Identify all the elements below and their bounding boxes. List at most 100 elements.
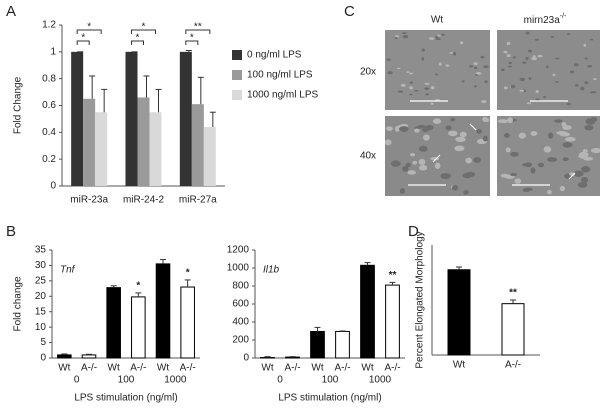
significance-bracket <box>185 29 211 34</box>
cell <box>584 124 594 131</box>
significance-bracket <box>76 29 102 34</box>
y-axis-title: Percent Elongated Morphology <box>415 231 426 368</box>
y-tick-label: 1200 <box>227 245 250 256</box>
y-tick-label: 15 <box>35 306 47 317</box>
y-tick-label: 600 <box>232 299 249 310</box>
legend-label: 1000 ng/ml LPS <box>247 90 318 101</box>
cell <box>425 124 434 131</box>
x-tick-label: miR-27a <box>179 195 217 206</box>
cell <box>476 128 483 134</box>
cell <box>418 145 428 152</box>
cell <box>394 36 398 40</box>
y-tick-label: 0 <box>243 353 249 364</box>
cell <box>452 184 458 191</box>
cell <box>462 172 473 179</box>
cell <box>402 32 407 34</box>
group-label: 100 <box>118 375 135 386</box>
legend-label: 100 ng/ml LPS <box>247 70 313 81</box>
cell <box>589 38 594 41</box>
cell <box>543 95 547 99</box>
cell <box>483 65 489 69</box>
cell <box>454 145 465 152</box>
cell <box>569 70 575 74</box>
cell <box>455 136 466 143</box>
cell <box>527 49 533 53</box>
bar <box>125 51 138 187</box>
significance-bracket <box>131 40 144 45</box>
x-tick-label: Wt <box>157 363 169 374</box>
chart-title: Tnf <box>60 265 76 276</box>
cell <box>543 146 552 153</box>
cell <box>537 54 543 58</box>
cell <box>547 132 554 139</box>
cell <box>473 62 478 66</box>
x-tick-label: Wt <box>261 363 273 374</box>
cell <box>508 61 512 65</box>
y-axis-title: Fold Change <box>13 76 24 134</box>
cell <box>463 190 469 195</box>
cell <box>497 119 509 124</box>
chart-title: Il1b <box>263 265 280 276</box>
bar <box>447 269 471 356</box>
group-label: 1000 <box>369 375 392 386</box>
significance-bracket <box>76 40 90 45</box>
image-overlays <box>408 100 576 186</box>
cell <box>561 121 567 128</box>
cell <box>399 187 406 194</box>
cell <box>590 148 600 154</box>
cell <box>445 125 452 131</box>
cell <box>559 132 571 137</box>
bar <box>131 296 146 359</box>
y-tick-label: 10 <box>35 322 47 333</box>
cell <box>537 162 545 168</box>
y-tick-label: 25 <box>35 275 47 286</box>
y-tick-label: 20 <box>35 291 47 302</box>
x-tick-label: Wt <box>58 363 70 374</box>
cell <box>577 181 588 188</box>
cell <box>461 80 465 83</box>
cell <box>384 139 392 146</box>
legend-swatch <box>232 70 242 80</box>
significance-label: * <box>87 22 91 33</box>
cell <box>473 85 477 88</box>
x-tick-label: A-/- <box>384 363 400 374</box>
group-label: 100 <box>322 375 339 386</box>
significance-bracket <box>131 29 156 34</box>
cell <box>507 65 513 68</box>
cell <box>506 41 511 46</box>
cell <box>525 57 529 61</box>
bar <box>191 104 204 186</box>
cell <box>552 73 556 77</box>
cell <box>500 68 505 72</box>
y-tick-label: 0.8 <box>42 73 56 84</box>
cell <box>534 38 539 41</box>
cell <box>545 65 549 69</box>
bar <box>81 354 97 359</box>
cell <box>531 57 537 61</box>
cell <box>564 136 576 142</box>
cell <box>580 86 585 91</box>
cell <box>424 87 430 90</box>
cell <box>402 34 409 39</box>
bar <box>285 356 300 359</box>
bar <box>57 354 72 359</box>
cell <box>514 178 522 184</box>
bar <box>335 330 350 359</box>
y-tick-label: 0.4 <box>42 127 56 138</box>
x-tick-label: A-/- <box>81 363 97 374</box>
cell <box>581 177 589 183</box>
cell <box>409 153 416 157</box>
panel-label: A <box>6 3 16 20</box>
cell <box>440 172 452 180</box>
bar <box>179 51 192 187</box>
arrow <box>469 123 477 131</box>
cell <box>503 50 508 54</box>
cell <box>406 71 410 73</box>
significance-label: ** <box>194 22 202 33</box>
cell <box>448 130 458 137</box>
bar <box>106 287 121 359</box>
cell <box>546 189 552 195</box>
cell <box>522 163 528 167</box>
cell <box>409 86 413 90</box>
bar <box>310 330 325 359</box>
